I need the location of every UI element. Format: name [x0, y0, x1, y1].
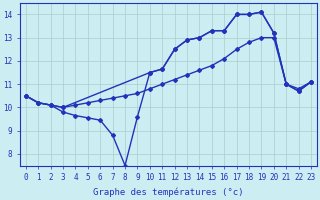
X-axis label: Graphe des températures (°c): Graphe des températures (°c) — [93, 188, 244, 197]
